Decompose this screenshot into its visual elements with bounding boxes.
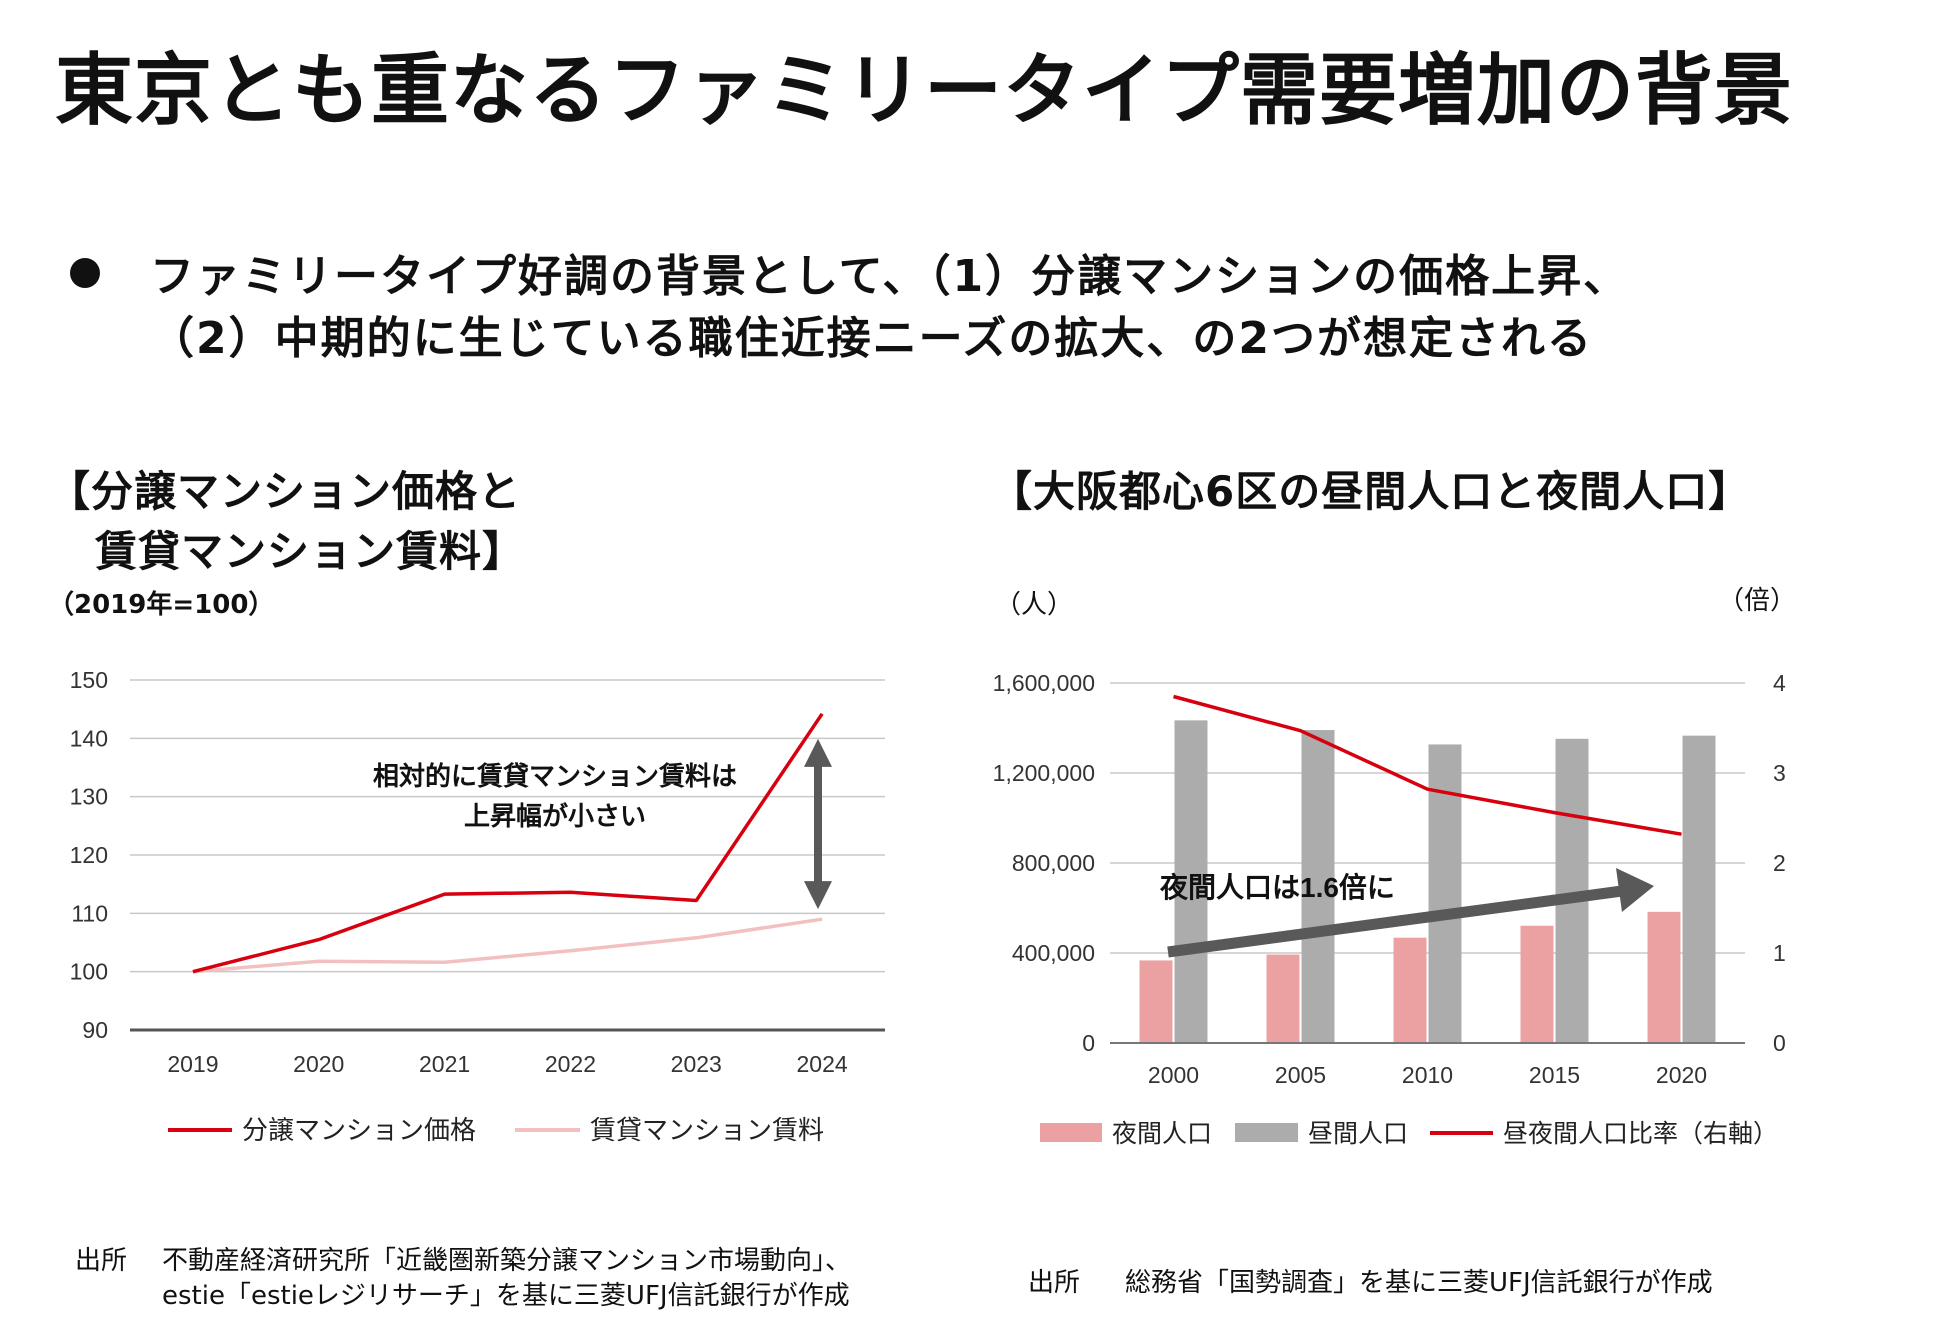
right-chart-unit-right: （倍） bbox=[1718, 586, 1797, 616]
bullet-icon bbox=[70, 258, 100, 288]
legend-label-night: 夜間人口 bbox=[1112, 1120, 1212, 1148]
range-arrow-head-up bbox=[804, 738, 832, 767]
y-left-tick-label: 0 bbox=[1082, 1030, 1095, 1056]
left-source-line-2: estie「estieレジリサーチ」を基に三菱UFJ信託銀行が作成 bbox=[162, 1281, 850, 1311]
y-right-tick-label: 3 bbox=[1773, 760, 1786, 786]
bar-night-population bbox=[1520, 925, 1554, 1043]
y-right-tick-label: 4 bbox=[1773, 670, 1786, 696]
y-tick-label: 90 bbox=[82, 1017, 108, 1043]
x-tick-label: 2015 bbox=[1529, 1062, 1580, 1088]
bar-night-population bbox=[1647, 911, 1681, 1043]
right-source-label: 出所 bbox=[1028, 1268, 1081, 1298]
bar-day-population bbox=[1682, 735, 1716, 1043]
bar-night-population bbox=[1393, 937, 1427, 1043]
x-tick-label: 2024 bbox=[796, 1051, 847, 1077]
x-tick-label: 2000 bbox=[1148, 1062, 1199, 1088]
x-tick-label: 2021 bbox=[419, 1051, 470, 1077]
legend-label-day: 昼間人口 bbox=[1308, 1120, 1408, 1148]
left-chart-title-2: 賃貸マンション賃料】 bbox=[95, 527, 526, 576]
right-chart-title: 【大阪都心6区の昼間人口と夜間人口】 bbox=[990, 467, 1752, 516]
series-line-day-night-ratio bbox=[1173, 694, 1682, 836]
left-chart-title-1: 【分譲マンション価格と bbox=[48, 467, 522, 516]
y-tick-label: 140 bbox=[70, 725, 108, 751]
left-source-line-1: 不動産経済研究所「近畿圏新築分譲マンション市場動向」、 bbox=[162, 1246, 852, 1276]
bar-day-population bbox=[1301, 730, 1335, 1043]
right-source-text: 総務省「国勢調査」を基に三菱UFJ信託銀行が作成 bbox=[1125, 1268, 1713, 1298]
y-right-tick-label: 1 bbox=[1773, 940, 1786, 966]
y-tick-label: 150 bbox=[70, 667, 108, 693]
x-tick-label: 2010 bbox=[1402, 1062, 1453, 1088]
bullet-line-2: （2）中期的に生じている職住近接ニーズの拡大、の2つが想定される bbox=[150, 313, 1594, 364]
y-tick-label: 110 bbox=[71, 900, 108, 926]
legend-label-rent: 賃貸マンション賃料 bbox=[590, 1115, 824, 1145]
y-tick-label: 130 bbox=[70, 784, 108, 810]
trend-arrow-shaft bbox=[1167, 885, 1623, 958]
y-right-tick-label: 2 bbox=[1773, 850, 1786, 876]
y-right-tick-label: 0 bbox=[1773, 1030, 1786, 1056]
left-chart-unit: （2019年=100） bbox=[48, 590, 275, 620]
legend-label-ratio: 昼夜間人口比率（右軸） bbox=[1503, 1120, 1778, 1148]
bar-night-population bbox=[1266, 954, 1300, 1043]
bar-night-population bbox=[1139, 960, 1173, 1043]
x-tick-label: 2022 bbox=[545, 1051, 596, 1077]
trend-arrow-head bbox=[1616, 868, 1654, 912]
left-source-label: 出所 bbox=[75, 1246, 128, 1276]
bullet-line-1: ファミリータイプ好調の背景として、（1）分譲マンションの価格上昇、 bbox=[150, 251, 1630, 302]
y-tick-label: 100 bbox=[70, 959, 108, 985]
legend-swatch-night bbox=[1040, 1123, 1102, 1142]
y-left-tick-label: 800,000 bbox=[1012, 850, 1095, 876]
annotation-line-1: 相対的に賃貸マンション賃料は bbox=[373, 761, 737, 791]
annotation-line-2: 上昇幅が小さい bbox=[464, 801, 646, 831]
x-tick-label: 2019 bbox=[167, 1051, 218, 1077]
y-tick-label: 120 bbox=[70, 842, 108, 868]
bar-day-population bbox=[1174, 720, 1208, 1043]
y-left-tick-label: 1,600,000 bbox=[993, 670, 1095, 696]
series-line-rent bbox=[192, 917, 823, 974]
x-tick-label: 2020 bbox=[293, 1051, 344, 1077]
x-tick-label: 2005 bbox=[1275, 1062, 1326, 1088]
annotation-night-growth: 夜間人口は1.6倍に bbox=[1159, 871, 1395, 903]
x-tick-label: 2020 bbox=[1656, 1062, 1707, 1088]
legend-label-condo-price: 分譲マンション価格 bbox=[242, 1115, 476, 1145]
range-arrow-head-down bbox=[804, 881, 832, 910]
legend-swatch-day bbox=[1235, 1123, 1298, 1142]
series-line-condo-price bbox=[192, 712, 824, 974]
y-left-tick-label: 400,000 bbox=[1012, 940, 1095, 966]
page-title: 東京とも重なるファミリータイプ需要増加の背景 bbox=[55, 46, 1794, 136]
y-left-tick-label: 1,200,000 bbox=[993, 760, 1095, 786]
right-chart-unit-left: （人） bbox=[995, 590, 1074, 620]
x-tick-label: 2023 bbox=[671, 1051, 722, 1077]
